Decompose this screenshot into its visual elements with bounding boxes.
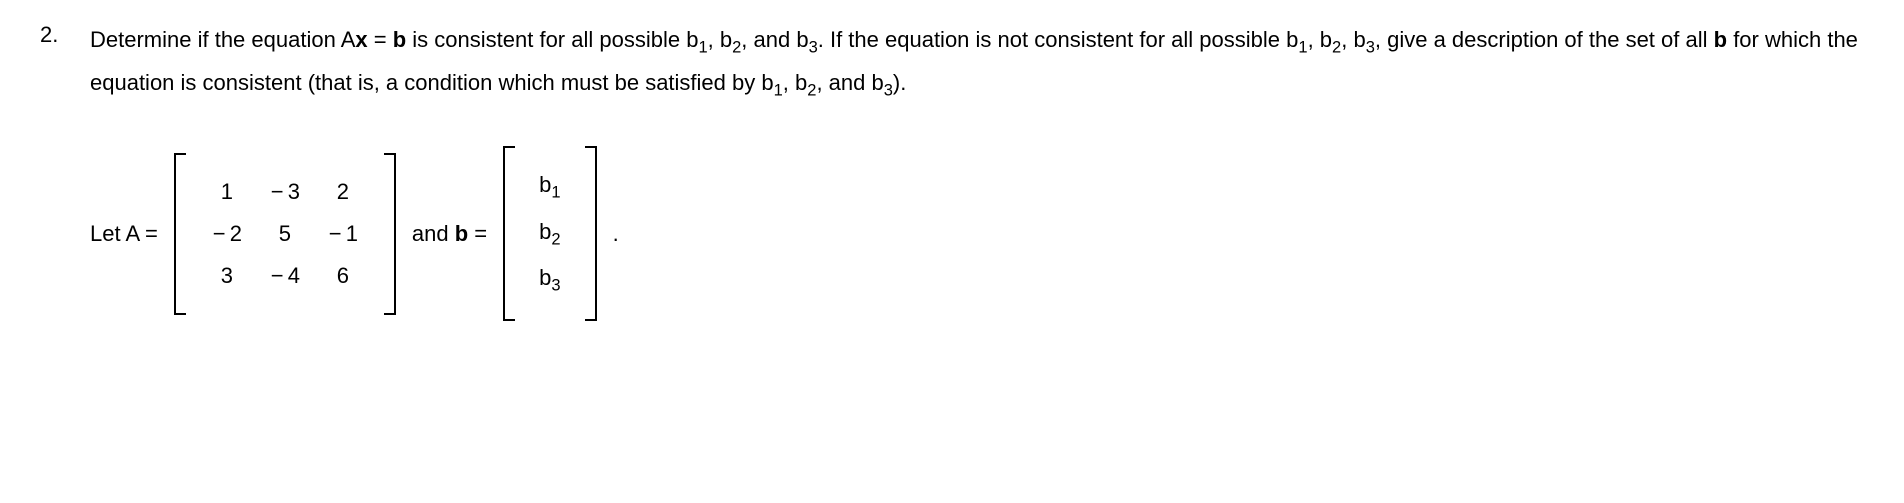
matrix-row: 1 − 3 2 <box>198 171 372 213</box>
sub: 2 <box>732 38 741 56</box>
matrix-cell: − 4 <box>256 263 314 289</box>
problem-statement: Determine if the equation Ax = b is cons… <box>90 20 1864 106</box>
text: , b <box>1308 27 1332 52</box>
problem-content: Determine if the equation Ax = b is cons… <box>90 20 1864 321</box>
b-sub: 2 <box>551 230 560 248</box>
var-x: x <box>355 27 367 52</box>
text: , and b <box>741 27 808 52</box>
matrix-cell: − 3 <box>256 179 314 205</box>
matrix-a: 1 − 3 2 − 2 5 − 1 3 − 4 6 <box>174 153 396 315</box>
vector-row: b2 <box>527 211 572 257</box>
var-b: b <box>1714 27 1727 52</box>
b-sub: 3 <box>551 276 560 294</box>
matrix-cell: 2 <box>314 179 372 205</box>
matrix-cell: 5 <box>256 221 314 247</box>
b-bold: b <box>455 221 468 246</box>
matrix-cell: − 2 <box>198 221 256 247</box>
and-b-label: and b = <box>412 221 487 247</box>
matrix-row: 3 − 4 6 <box>198 255 372 297</box>
text: , and b <box>816 70 883 95</box>
vector-row: b1 <box>527 164 572 210</box>
b-sub: 1 <box>551 184 560 202</box>
bracket-left <box>174 153 186 315</box>
bracket-right <box>585 146 597 321</box>
text: , b <box>1341 27 1365 52</box>
sub: 2 <box>1332 38 1341 56</box>
matrix-cell: 3 <box>198 263 256 289</box>
sub: 3 <box>1366 38 1375 56</box>
vector-row: b3 <box>527 257 572 303</box>
vector-cell: b3 <box>527 265 572 295</box>
b-base: b <box>539 219 551 244</box>
text: , b <box>783 70 807 95</box>
vector-cell: b1 <box>527 172 572 202</box>
b-base: b <box>539 265 551 290</box>
text: and <box>412 221 455 246</box>
matrix-row: − 2 5 − 1 <box>198 213 372 255</box>
sub: 1 <box>1298 38 1307 56</box>
text: is consistent for all possible b <box>406 27 698 52</box>
matrix-body: 1 − 3 2 − 2 5 − 1 3 − 4 6 <box>186 153 384 315</box>
vector-cell: b2 <box>527 219 572 249</box>
text: , b <box>708 27 732 52</box>
matrix-cell: 6 <box>314 263 372 289</box>
vector-body: b1 b2 b3 <box>515 146 584 321</box>
text: Determine if the equation A <box>90 27 355 52</box>
var-b: b <box>393 27 406 52</box>
sub: 1 <box>774 81 783 99</box>
problem-number: 2. <box>40 20 90 48</box>
bracket-right <box>384 153 396 315</box>
equation-row: Let A = 1 − 3 2 − 2 5 − 1 3 <box>90 146 1864 321</box>
matrix-cell: 1 <box>198 179 256 205</box>
vector-b: b1 b2 b3 <box>503 146 596 321</box>
text: , give a description of the set of all <box>1375 27 1714 52</box>
text: . If the equation is not consistent for … <box>818 27 1299 52</box>
sub: 1 <box>698 38 707 56</box>
text: = <box>468 221 487 246</box>
b-base: b <box>539 172 551 197</box>
matrix-cell: − 1 <box>314 221 372 247</box>
bracket-left <box>503 146 515 321</box>
period: . <box>613 221 619 247</box>
sub: 3 <box>884 81 893 99</box>
problem-container: 2. Determine if the equation Ax = b is c… <box>40 20 1864 321</box>
let-a-label: Let A = <box>90 221 158 247</box>
text: = <box>368 27 393 52</box>
sub: 3 <box>809 38 818 56</box>
text: ). <box>893 70 906 95</box>
